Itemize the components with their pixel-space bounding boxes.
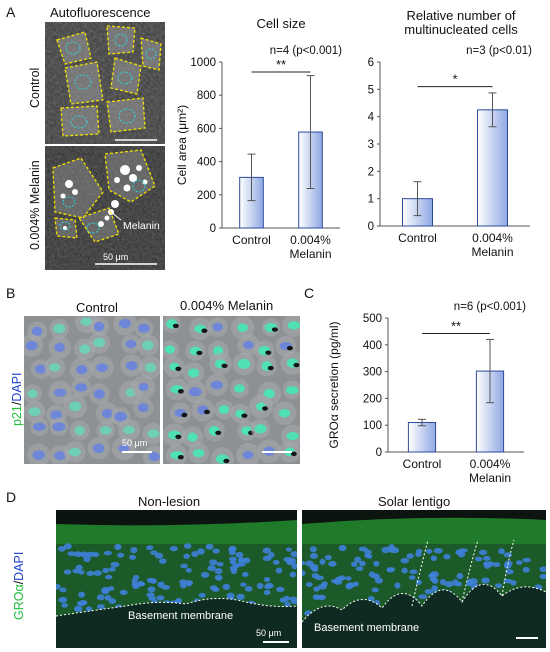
membrane-label-nonlesion: Basement membrane [128, 610, 234, 622]
micrograph-p21-melanin [163, 316, 300, 464]
significance-mark: ** [276, 57, 286, 72]
y-tick-label: 0 [368, 221, 374, 233]
y-tick-label: 800 [197, 90, 216, 102]
category-label: Control [232, 233, 271, 247]
y-tick-label: 1000 [190, 57, 216, 69]
col-label-melanin-b: 0.004% Melanin [180, 298, 274, 313]
category-label: 0.004% [290, 233, 331, 247]
scalebar-label-a: 50 μm [103, 252, 129, 262]
col-label-nonlesion: Non-lesion [138, 494, 201, 509]
category-label: Control [403, 457, 442, 471]
chart-title-line: Relative number of [406, 8, 515, 23]
scalebar-label-d: 50 μm [256, 628, 282, 638]
chart-stat: n=6 (p<0.001) [454, 301, 526, 313]
category-label: Melanin [469, 471, 511, 485]
ylabel-gro-dapi: GROα/DAPI [12, 552, 26, 620]
micrograph-gro-nonlesion: Basement membrane 50 μm [56, 510, 297, 648]
ylabel-dapi: DAPI [10, 372, 24, 402]
ylabel-p21-dapi: p21/DAPI [10, 372, 24, 426]
y-tick-label: 1 [368, 194, 374, 206]
y-tick-label: 100 [363, 420, 382, 432]
panel-label-c: C [304, 285, 315, 301]
y-tick-label: 5 [368, 84, 374, 96]
micrograph-gro-solar-lentigo: Basement membrane [302, 510, 546, 648]
y-tick-label: 500 [363, 313, 382, 325]
y-tick-label: 600 [197, 123, 216, 135]
y-axis-label: GROα secretion (pg/ml) [327, 322, 341, 449]
y-tick-label: 6 [368, 57, 374, 69]
ylabel-dapi-d: DAPI [12, 551, 26, 581]
col-label-control-b: Control [76, 300, 118, 315]
chart-cell-size: Cell size n=4 (p<0.001) 0 200 400 600 800 1000 C… [175, 16, 342, 261]
chart-gro-secretion: n=6 (p<0.001) 0 100 200 300 400 500 GROα secret… [327, 301, 526, 485]
row-label-melanin: 0.004% Melanin [28, 160, 42, 250]
category-label: 0.004% [472, 231, 513, 245]
chart-stat: n=4 (p<0.001) [270, 45, 342, 57]
chart-title: Cell size [256, 16, 305, 31]
y-tick-label: 400 [363, 340, 382, 352]
y-tick-label: 200 [363, 393, 382, 405]
category-label: Control [398, 231, 437, 245]
ylabel-sep-d: / [12, 580, 26, 585]
y-tick-label: 0 [376, 447, 382, 459]
micrograph-autofluorescence-melanin: Melanin 50 μm [45, 146, 165, 270]
ylabel-p21: p21 [10, 405, 24, 426]
panel-label-b: B [6, 285, 16, 301]
y-axis-label: Cell area (μm²) [175, 105, 189, 185]
y-tick-label: 300 [363, 367, 382, 379]
scalebar-label-b: 50 μm [122, 438, 148, 448]
autofluorescence-title: Autofluorescence [50, 5, 151, 20]
panel-label-d: D [6, 489, 17, 505]
bar [407, 422, 437, 453]
y-tick-label: 3 [368, 139, 374, 151]
significance-mark: * [452, 72, 457, 87]
row-label-control: Control [28, 67, 42, 108]
bar [477, 109, 508, 227]
y-tick-label: 200 [197, 190, 216, 202]
panel-label-a: A [6, 4, 16, 20]
col-label-solar-lentigo: Solar lentigo [378, 494, 451, 509]
ylabel-gro: GROα [12, 584, 26, 620]
y-tick-label: 0 [210, 223, 216, 235]
chart-title-line: multinucleated cells [404, 22, 518, 37]
category-label: 0.004% [470, 457, 511, 471]
category-label: Melanin [289, 247, 331, 261]
micrograph-p21-control: 50 μm [24, 316, 160, 464]
melanin-annotation: Melanin [123, 220, 160, 232]
micrograph-autofluorescence-control [45, 22, 165, 144]
chart-stat: n=3 (p<0.01) [466, 45, 532, 57]
category-label: Melanin [471, 245, 513, 259]
membrane-label-lentigo: Basement membrane [314, 622, 420, 634]
y-tick-label: 400 [197, 157, 216, 169]
ylabel-sep: / [10, 401, 24, 406]
significance-mark: ** [451, 318, 461, 333]
y-tick-label: 2 [368, 166, 374, 178]
y-tick-label: 4 [368, 112, 375, 124]
